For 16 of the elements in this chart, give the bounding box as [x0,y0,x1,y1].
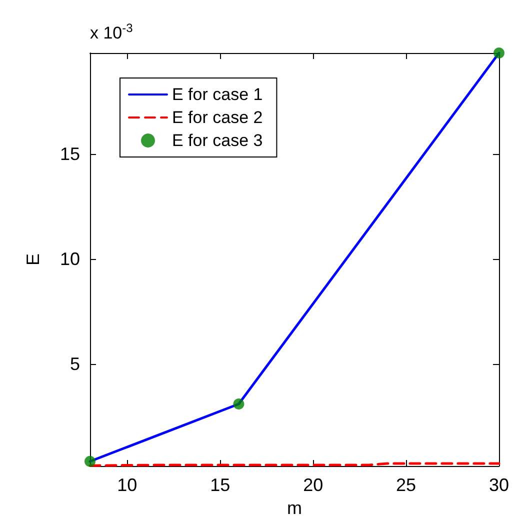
x-tick-label: 20 [303,475,324,495]
legend-label: E for case 1 [172,85,263,104]
legend-label: E for case 3 [172,131,263,150]
y-tick-label: 10 [60,248,80,269]
x-tick-label: 15 [210,475,230,495]
point [494,48,504,58]
point [233,398,244,410]
point [84,456,96,467]
legend-label: E for case 2 [172,108,263,127]
y-tick-label: 15 [60,144,80,164]
y-axis-title: E [23,253,43,266]
x-axis-title: m [286,498,302,518]
y-tick-label: 5 [70,354,80,374]
x-tick-label: 25 [396,475,416,495]
x-tick-label: 10 [117,475,138,495]
x-tick-label: 30 [488,475,510,495]
